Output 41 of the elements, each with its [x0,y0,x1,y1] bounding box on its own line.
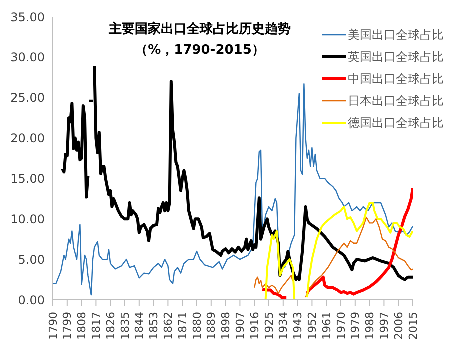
y-tick-label: 30.00 [10,50,45,65]
x-tick-label: 1835 [118,312,132,340]
y-tick-label: 5.00 [18,252,45,267]
x-tick-label: 1880 [190,312,204,340]
x-tick-label: 1790 [46,312,60,340]
y-tick-label: 10.00 [10,212,45,226]
y-tick-label: 20.00 [10,132,45,146]
legend-label: 中国出口全球占比 [348,70,444,88]
x-tick-label: 1970 [334,312,348,340]
x-tick-label: 1997 [378,312,392,340]
x-tick-label: 1907 [234,312,248,340]
x-tick-label: 1799 [61,312,74,340]
y-tick-label: 35.00 [10,10,45,24]
y-tick-label: 15.00 [10,172,45,186]
x-tick-label: 1898 [220,312,233,340]
x-tick-label: 1808 [76,312,89,340]
x-tick-label: 1826 [104,312,118,340]
legend-label: 日本出口全球占比 [348,92,444,110]
y-tick-label: 0.00 [18,293,45,308]
x-tick-label: 1817 [90,312,104,340]
legend-label: 德国出口全球占比 [348,114,444,132]
text: （%，1790-2015） [134,42,266,59]
x-tick-label: 1979 [349,312,362,340]
x-tick-label: 2015 [406,312,420,340]
chart-title: 主要国家出口全球占比历史趋势 [108,20,292,38]
x-tick-label: 1961 [320,312,334,340]
x-tick-label: 1952 [306,312,320,340]
x-tick-label: 1853 [148,312,161,340]
x-tick-label: 1871 [176,312,190,340]
x-tick-label: 1934 [277,312,290,340]
legend-label: 美国出口全球占比 [348,26,444,44]
x-tick-label: 1862 [162,312,176,340]
x-tick-label: 1889 [205,312,218,340]
y-tick-label: 25.00 [10,91,45,106]
x-tick-label: 1916 [248,312,262,340]
x-tick-label: 1844 [133,312,146,340]
x-tick-label: 1988 [364,312,377,340]
x-tick-label: 2006 [392,312,406,340]
legend-label: 英国出口全球占比 [348,48,444,66]
x-tick-label: 1943 [292,312,305,340]
x-tick-label: 1925 [262,312,276,340]
